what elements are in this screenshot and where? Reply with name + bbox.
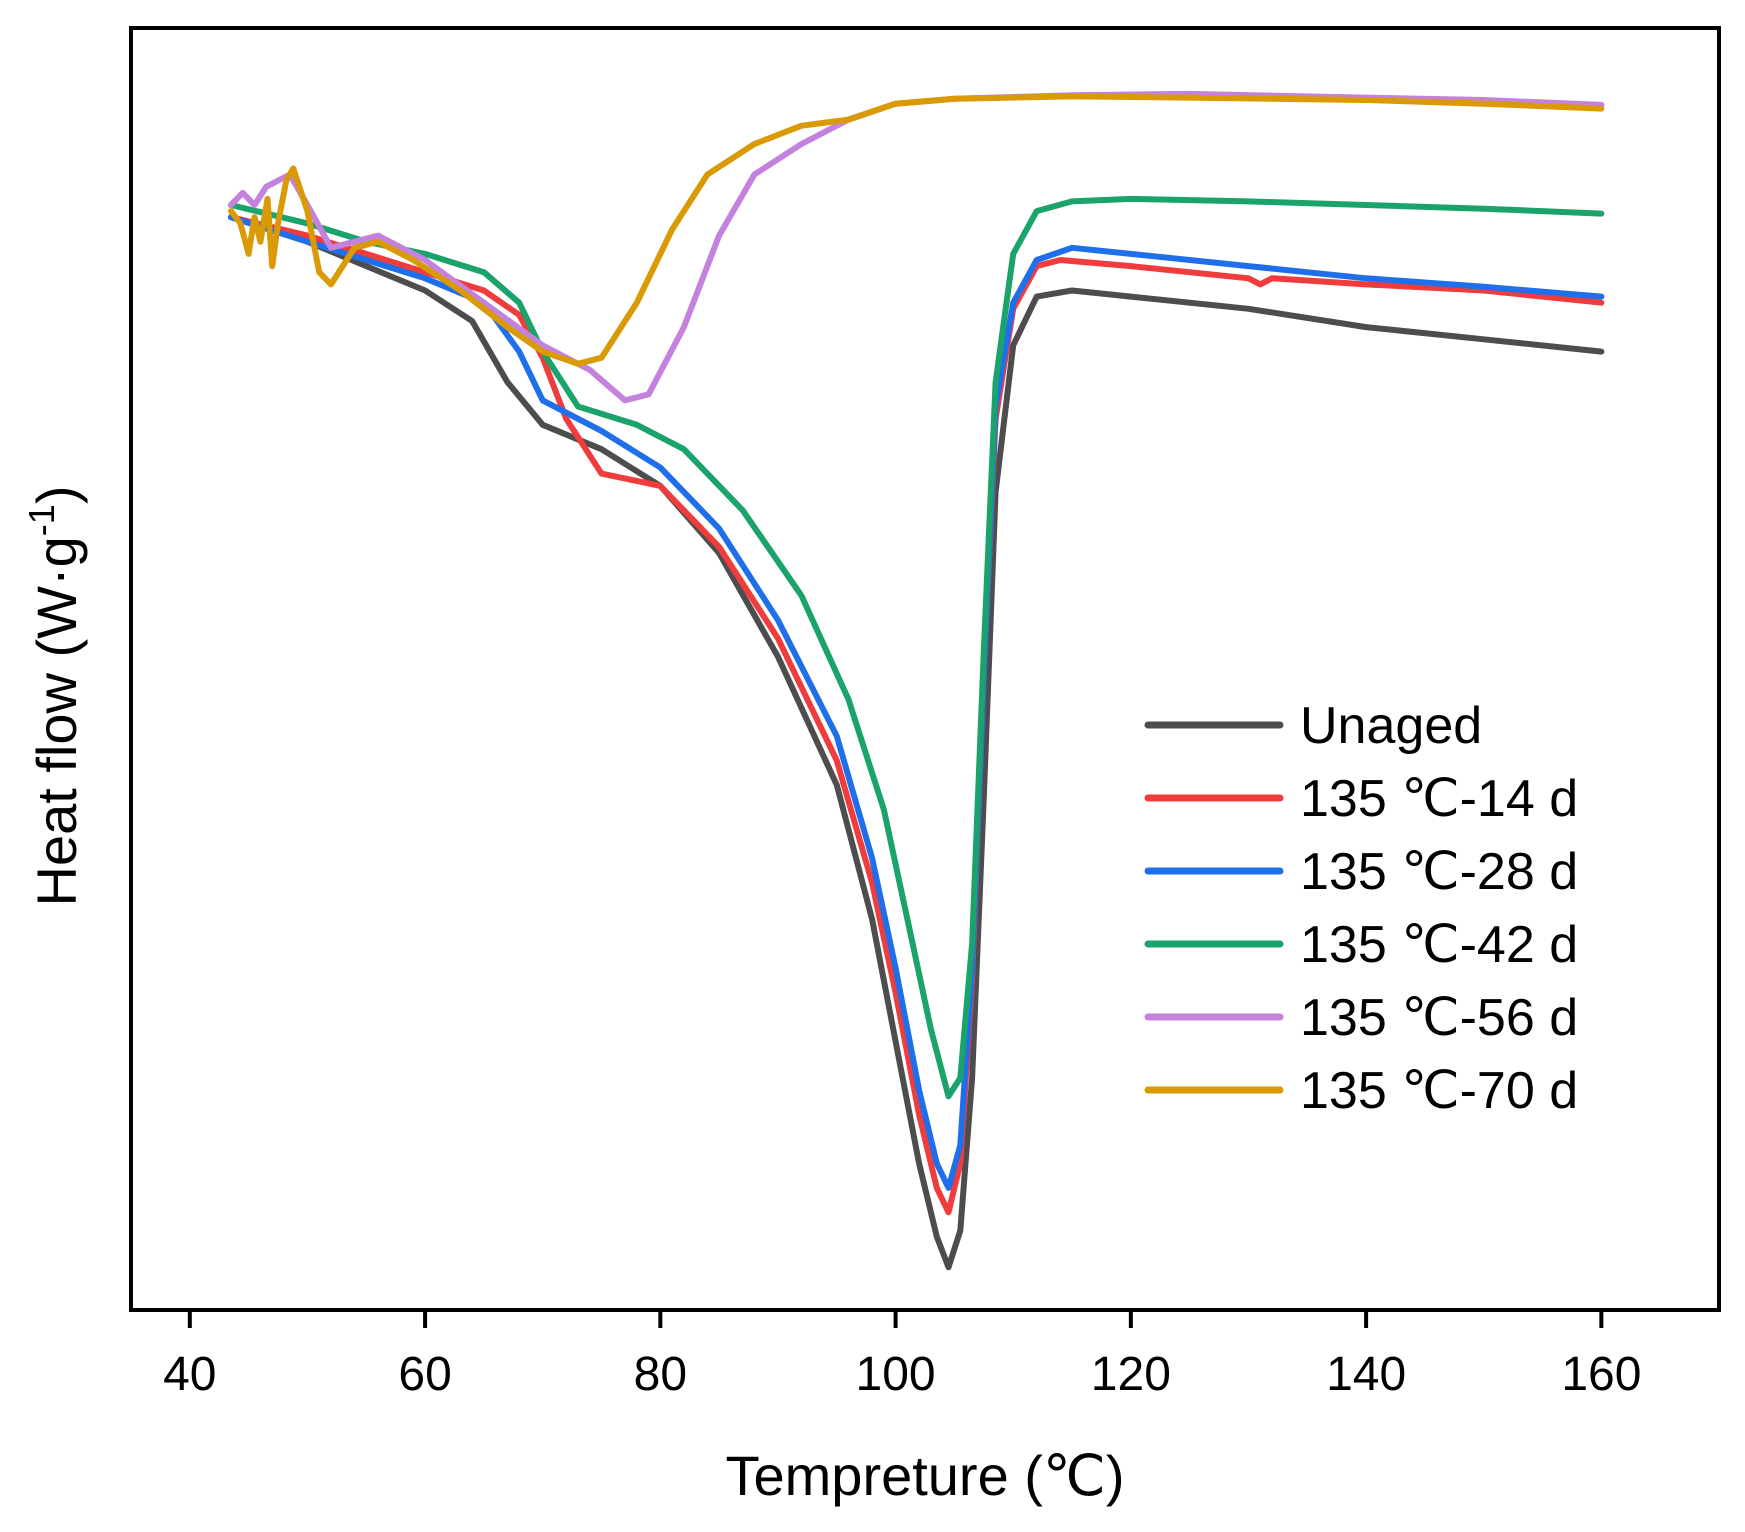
x-tick-label: 80 (634, 1348, 687, 1401)
series-line-0 (228, 214, 1605, 1271)
series-layer (228, 90, 1605, 1271)
series-line-5 (228, 93, 1605, 367)
legend-label-5: 135 ℃-70 d (1300, 1062, 1578, 1120)
legend-label-4: 135 ℃-56 d (1300, 989, 1578, 1047)
y-axis-title-superscript: -1 (21, 504, 62, 536)
x-axis-ticks: 40 60 80 100 120 140 160 (163, 1310, 1641, 1401)
x-tick-label: 120 (1091, 1348, 1171, 1401)
series-line-3 (228, 195, 1605, 1100)
legend-label-1: 135 ℃-14 d (1300, 770, 1578, 828)
x-axis-title: Tempreture (℃) (726, 1444, 1125, 1507)
x-tick-label: 140 (1326, 1348, 1406, 1401)
series-line-1 (228, 214, 1605, 1216)
x-tick-label: 60 (398, 1348, 451, 1401)
series-line-2 (228, 214, 1605, 1191)
y-axis-title-close: ) (25, 486, 88, 505)
x-tick-label: 100 (856, 1348, 936, 1401)
legend-label-0: Unaged (1300, 697, 1482, 755)
x-tick-label: 160 (1561, 1348, 1641, 1401)
legend-label-2: 135 ℃-28 d (1300, 843, 1578, 901)
series-line-4 (228, 90, 1605, 404)
y-axis-title-main: Heat flow (W·g (25, 536, 88, 906)
legend: Unaged 135 ℃-14 d 135 ℃-28 d 135 ℃-42 d 135 … (1144, 697, 1578, 1120)
y-axis-title: Heat flow (W·g-1) (21, 486, 88, 907)
legend-label-3: 135 ℃-42 d (1300, 916, 1578, 974)
x-tick-label: 40 (163, 1348, 216, 1401)
plot-frame (129, 26, 1721, 1312)
